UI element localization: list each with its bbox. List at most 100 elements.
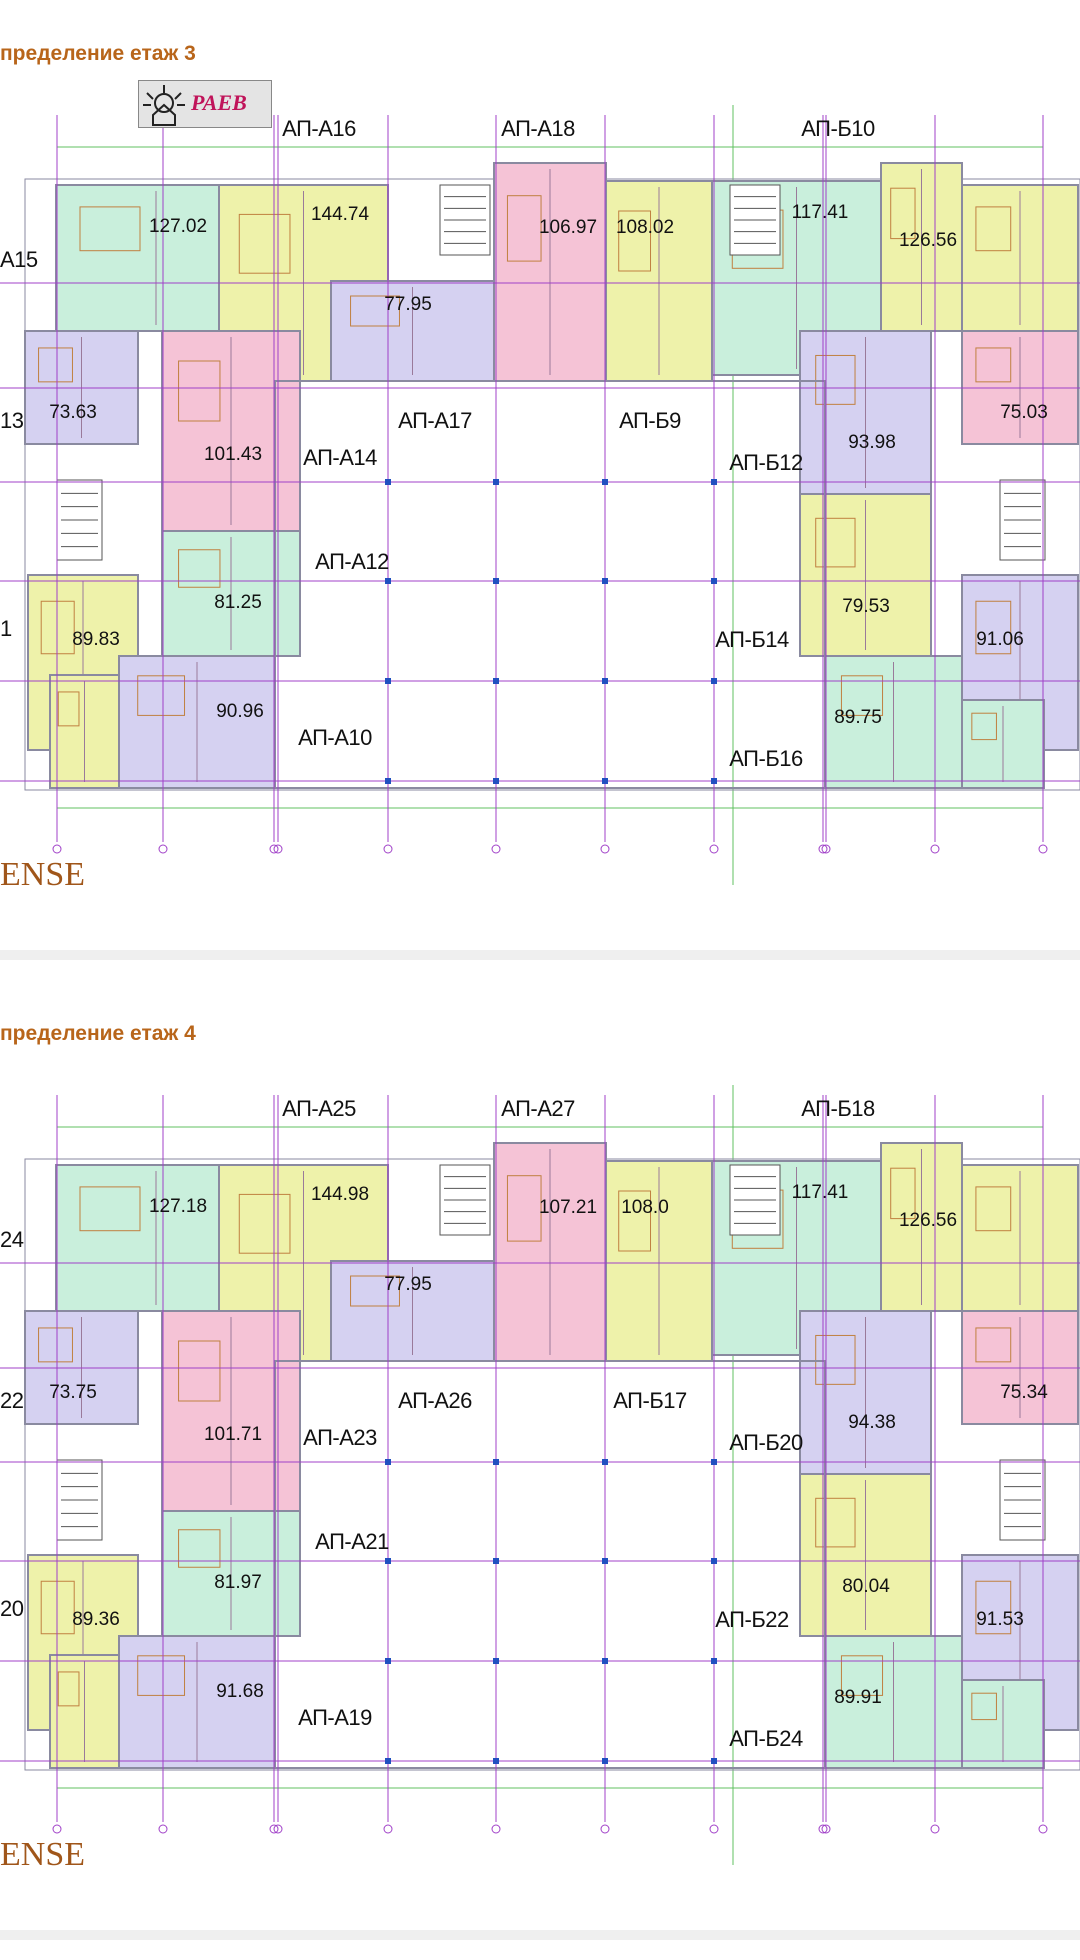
furniture (79, 206, 141, 252)
grid-axis-bubble (52, 844, 62, 854)
apartment-label: АП-А27 (501, 1096, 575, 1121)
apartment-label: АП-А25 (282, 1096, 356, 1121)
grid-axis-bubble (273, 844, 283, 854)
sun-house-icon (143, 85, 185, 126)
column-marker (493, 778, 499, 784)
furniture (975, 600, 1012, 655)
floor-plan-panel: пределение етаж 3 PAEB А15 АП-А16 АП-А18 АП-Б… (0, 42, 1080, 960)
grid-axis-bubble (818, 1824, 828, 1834)
grid-axis-bubble (600, 1824, 610, 1834)
floor-title: пределение етаж 4 (0, 1022, 196, 1045)
apartment-area: 106.97 (538, 217, 598, 238)
column-marker (602, 1459, 608, 1465)
grid-axis-bubble (158, 844, 168, 854)
column-marker (493, 678, 499, 684)
apartment-area: 81.25 (214, 592, 262, 613)
grid-axis-bubble (491, 844, 501, 854)
apartment-label: АП-Б20 (729, 1430, 803, 1455)
column-marker (602, 1558, 608, 1564)
furniture (57, 1671, 80, 1707)
furniture (38, 347, 73, 383)
logo-text: PAEB (191, 90, 247, 115)
apartment-label: АП-Б10 (801, 116, 875, 141)
apartment-area: 101.71 (203, 1424, 263, 1445)
apartment-area: 94.38 (848, 1412, 896, 1433)
column-marker (493, 479, 499, 485)
column-marker (602, 1658, 608, 1664)
apartment-area: 101.43 (203, 444, 263, 465)
apartment-label: АП-А17 (398, 408, 472, 433)
apartment-area: 93.98 (848, 432, 896, 453)
apartment-area: 90.96 (216, 701, 264, 722)
furniture (815, 517, 856, 568)
apartment-label: АП-Б24 (729, 1726, 803, 1751)
apartment-label: 1 (0, 616, 12, 641)
apartment-label: 20 (0, 1596, 24, 1621)
furniture (975, 1186, 1012, 1232)
column-marker (711, 1558, 717, 1564)
grid-axis-bubble (600, 844, 610, 854)
grid-axis-bubble (821, 844, 831, 854)
column-marker (385, 479, 391, 485)
courtyard-outline (274, 380, 826, 789)
apartment-label: АП-Б9 (619, 408, 681, 433)
column-marker (385, 1758, 391, 1764)
furniture (178, 549, 221, 588)
furniture (971, 712, 997, 741)
grid-axis-bubble (383, 1824, 393, 1834)
grid-axis-bubble (273, 1824, 283, 1834)
apartment-area: 77.95 (384, 1274, 432, 1295)
apartment-label: 13 (0, 408, 24, 433)
grid-axis-bubble (383, 844, 393, 854)
column-marker (602, 1758, 608, 1764)
apartment-label: АП-Б22 (715, 1607, 789, 1632)
grid-axis-bubble (1038, 1824, 1048, 1834)
company-logo: PAEB (138, 80, 272, 128)
furniture (178, 1340, 221, 1402)
furniture (971, 1692, 997, 1721)
apartment-area: 91.68 (216, 1681, 264, 1702)
apartment-area: 81.97 (214, 1572, 262, 1593)
grid-axis-bubble (269, 1824, 279, 1834)
floor-title: пределение етаж 3 (0, 42, 196, 65)
panel-separator (0, 1930, 1080, 1940)
apartment-label: АП-Б12 (729, 450, 803, 475)
column-marker (711, 578, 717, 584)
grid-axis-bubble (52, 1824, 62, 1834)
furniture (238, 213, 291, 274)
column-marker (602, 578, 608, 584)
furniture (506, 195, 542, 262)
floor-plan-drawing (0, 105, 1080, 885)
apartment-area: 73.63 (49, 402, 97, 423)
furniture (618, 210, 652, 272)
column-marker (493, 1758, 499, 1764)
column-marker (711, 479, 717, 485)
column-marker (711, 778, 717, 784)
grid-axis-bubble (709, 844, 719, 854)
panel-separator (0, 950, 1080, 960)
furniture (815, 354, 856, 405)
apartment-area: 127.18 (148, 1196, 208, 1217)
apartment-area: 107.21 (538, 1197, 598, 1218)
furniture (38, 1327, 73, 1363)
grid-axis-bubble (930, 1824, 940, 1834)
furniture (350, 295, 400, 327)
grid-axis-bubble (818, 844, 828, 854)
apartment-label: АП-Б18 (801, 1096, 875, 1121)
apartment-area: 89.83 (72, 629, 120, 650)
apartment-label: А15 (0, 247, 38, 272)
furniture (57, 691, 80, 727)
apartment-area: 144.74 (310, 204, 370, 225)
apartment-label: АП-Б14 (715, 627, 789, 652)
column-marker (385, 778, 391, 784)
apartment-label: АП-Б17 (613, 1388, 687, 1413)
furniture (975, 347, 1012, 383)
floor-plan-drawing (0, 1085, 1080, 1865)
apartment-label: 22 (0, 1388, 24, 1413)
furniture (178, 360, 221, 422)
brand-footer-text: ENSE (0, 856, 85, 893)
grid-axis-bubble (709, 1824, 719, 1834)
apartment-area: 144.98 (310, 1184, 370, 1205)
furniture (975, 1327, 1012, 1363)
apartment-area: 89.91 (834, 1687, 882, 1708)
